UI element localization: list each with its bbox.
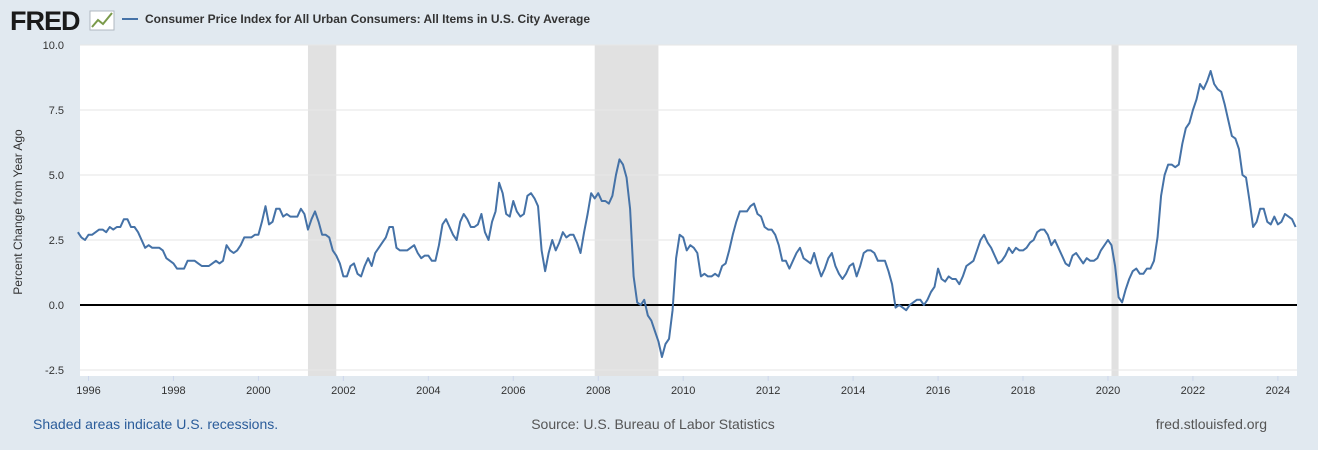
- series-line: [77, 70, 1297, 358]
- x-tick-label: 2012: [756, 385, 780, 397]
- x-tick-label: 2020: [1096, 385, 1120, 397]
- x-tick-label: 2014: [841, 385, 865, 397]
- series: [77, 70, 1297, 358]
- legend-label: Consumer Price Index for All Urban Consu…: [145, 12, 590, 26]
- x-tick-label: 2022: [1181, 385, 1205, 397]
- x-tick-label: 2002: [331, 385, 355, 397]
- y-tick-label: 2.5: [49, 235, 64, 247]
- site: fred.stlouisfed.org: [1156, 416, 1267, 432]
- x-tick-label: 2016: [926, 385, 950, 397]
- logo-icon: [89, 10, 115, 31]
- y-axis-label: Percent Change from Year Ago: [11, 129, 25, 295]
- x-tick-label: 2018: [1011, 385, 1035, 397]
- logo: FRED: [10, 6, 80, 36]
- x-tick-label: 2004: [416, 385, 440, 397]
- x-tick-label: 2010: [671, 385, 695, 397]
- x-tick-label: 2008: [586, 385, 610, 397]
- recessions: [307, 45, 1119, 376]
- source: Source: U.S. Bureau of Labor Statistics: [531, 416, 775, 432]
- plot-area: [80, 45, 1297, 376]
- recession-band: [594, 45, 659, 376]
- x-tick-label: 2006: [501, 385, 525, 397]
- y-tick-label: 0.0: [49, 300, 64, 312]
- x-tick-label: 1998: [161, 385, 185, 397]
- y-tick-label: 5.0: [49, 170, 64, 182]
- y-tick-label: 10.0: [43, 40, 64, 52]
- y-tick-label: 7.5: [49, 105, 64, 117]
- axes: -2.5 0.0 2.5 5.0 7.5 10.0 1996 1998 2000 2002 2004…: [43, 40, 1291, 397]
- x-tick-label: 2024: [1266, 385, 1290, 397]
- grid: [80, 44, 1297, 371]
- x-tick-label: 2000: [246, 385, 270, 397]
- x-tick-label: 1996: [76, 385, 100, 397]
- y-tick-label: -2.5: [45, 365, 64, 377]
- recession-band: [307, 45, 337, 376]
- recession-note: Shaded areas indicate U.S. recessions.: [33, 416, 278, 432]
- recession-band: [1111, 45, 1119, 376]
